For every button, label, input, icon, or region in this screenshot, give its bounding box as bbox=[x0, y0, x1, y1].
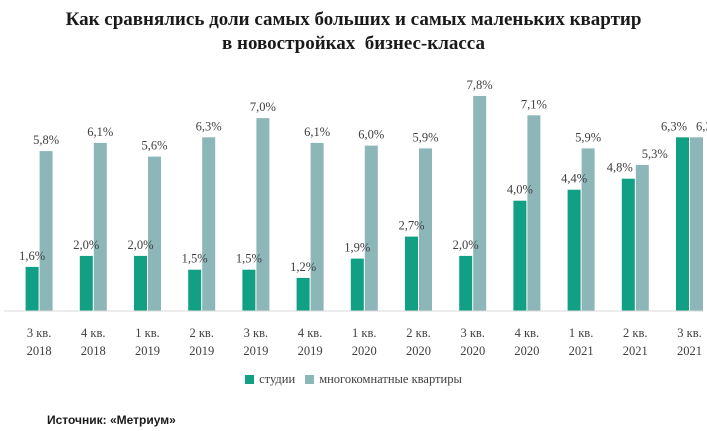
category-label-0-1: 2018 bbox=[27, 344, 52, 358]
category-label-12-1: 2021 bbox=[677, 344, 702, 358]
legend-item-studios: студии bbox=[245, 372, 295, 387]
label-studios-11: 4,8% bbox=[607, 161, 633, 175]
category-label-5-1: 2019 bbox=[298, 344, 323, 358]
bars-layer bbox=[25, 96, 703, 311]
category-label-4-1: 2019 bbox=[243, 344, 268, 358]
label-multiroom-12: 6,3% bbox=[696, 119, 707, 133]
legend-label-multiroom: многокомнатные квартиры bbox=[319, 372, 462, 386]
category-label-9-1: 2020 bbox=[514, 344, 539, 358]
category-label-3-0: 2 кв. bbox=[189, 326, 213, 340]
bar-chart: 1,6% 5,8% 3 кв. 2018 2,0% 6,1% 4 кв. 2018 2,0% 5,… bbox=[4, 78, 707, 358]
bar-multiroom-4 bbox=[256, 118, 270, 311]
legend-label-studios: студии bbox=[259, 372, 296, 386]
bar-multiroom-3 bbox=[202, 137, 216, 311]
category-label-7-1: 2020 bbox=[406, 344, 431, 358]
legend-swatch-multiroom bbox=[305, 375, 315, 384]
label-studios-10: 4,4% bbox=[561, 172, 587, 186]
category-label-10-0: 1 кв. bbox=[569, 326, 593, 340]
label-studios-5: 1,2% bbox=[290, 260, 316, 274]
category-label-1-0: 4 кв. bbox=[81, 326, 105, 340]
label-multiroom-10: 5,9% bbox=[575, 130, 601, 144]
bar-studios-1 bbox=[79, 255, 93, 311]
label-studios-12: 6,3% bbox=[661, 119, 687, 133]
category-label-2-1: 2019 bbox=[135, 344, 160, 358]
bar-studios-6 bbox=[350, 258, 364, 311]
bar-studios-0 bbox=[25, 266, 39, 311]
label-studios-3: 1,5% bbox=[182, 252, 208, 266]
bar-multiroom-2 bbox=[148, 156, 161, 311]
label-multiroom-9: 7,1% bbox=[521, 97, 547, 111]
bar-studios-8 bbox=[459, 255, 473, 311]
label-studios-0: 1,6% bbox=[19, 249, 45, 263]
label-multiroom-3: 6,3% bbox=[196, 119, 222, 133]
bar-multiroom-11 bbox=[635, 164, 649, 311]
bar-studios-7 bbox=[405, 236, 418, 311]
bar-multiroom-10 bbox=[581, 148, 595, 311]
chart-title-line-2: в новостройках бизнес-класса bbox=[222, 33, 485, 54]
label-studios-4: 1,5% bbox=[236, 252, 262, 266]
chart-title: Как сравнялись доли самых больших и самы… bbox=[0, 8, 707, 56]
bar-studios-4 bbox=[242, 269, 256, 311]
bar-studios-3 bbox=[188, 269, 202, 311]
label-studios-7: 2,7% bbox=[398, 219, 424, 233]
category-label-4-0: 3 кв. bbox=[244, 326, 268, 340]
category-label-8-0: 3 кв. bbox=[460, 326, 484, 340]
category-label-8-1: 2020 bbox=[460, 344, 485, 358]
category-label-12-0: 3 кв. bbox=[677, 326, 701, 340]
label-multiroom-11: 5,3% bbox=[642, 147, 668, 161]
category-label-0-0: 3 кв. bbox=[27, 326, 51, 340]
bar-studios-12 bbox=[676, 137, 689, 311]
bar-studios-9 bbox=[513, 200, 527, 311]
labels-layer: 1,6% 5,8% 3 кв. 2018 2,0% 6,1% 4 кв. 2018 2,0% 5,… bbox=[19, 78, 707, 358]
label-studios-9: 4,0% bbox=[507, 183, 533, 197]
label-studios-2: 2,0% bbox=[127, 238, 153, 252]
category-label-7-0: 2 кв. bbox=[406, 326, 430, 340]
label-multiroom-6: 6,0% bbox=[358, 128, 384, 142]
label-multiroom-1: 6,1% bbox=[87, 125, 113, 139]
category-label-9-0: 4 кв. bbox=[515, 326, 539, 340]
label-multiroom-0: 5,8% bbox=[33, 133, 59, 147]
category-label-11-0: 2 кв. bbox=[623, 326, 647, 340]
bar-studios-11 bbox=[621, 178, 635, 311]
bar-multiroom-12 bbox=[690, 137, 703, 311]
bar-multiroom-7 bbox=[419, 148, 432, 311]
bar-multiroom-0 bbox=[39, 151, 53, 311]
bar-multiroom-8 bbox=[473, 96, 487, 311]
legend-swatch-studios bbox=[245, 375, 255, 384]
category-label-6-1: 2020 bbox=[352, 344, 377, 358]
bar-studios-5 bbox=[296, 277, 310, 311]
bar-studios-10 bbox=[567, 189, 581, 311]
category-label-11-1: 2021 bbox=[623, 344, 648, 358]
label-multiroom-4: 7,0% bbox=[250, 100, 276, 114]
label-multiroom-2: 5,6% bbox=[141, 139, 167, 153]
source-note: Источник: «Метриум» bbox=[47, 413, 176, 427]
category-label-5-0: 4 кв. bbox=[298, 326, 322, 340]
label-studios-1: 2,0% bbox=[73, 238, 99, 252]
bar-multiroom-1 bbox=[93, 142, 107, 311]
label-studios-8: 2,0% bbox=[453, 238, 479, 252]
category-label-6-0: 1 кв. bbox=[352, 326, 376, 340]
category-label-10-1: 2021 bbox=[569, 344, 594, 358]
label-multiroom-8: 7,8% bbox=[467, 78, 493, 92]
bar-multiroom-6 bbox=[364, 145, 378, 311]
legend-item-multiroom: многокомнатные квартиры bbox=[305, 372, 462, 387]
bar-studios-2 bbox=[134, 255, 147, 311]
category-label-2-0: 1 кв. bbox=[135, 326, 159, 340]
label-multiroom-7: 5,9% bbox=[412, 130, 438, 144]
bar-multiroom-9 bbox=[527, 115, 541, 311]
label-multiroom-5: 6,1% bbox=[304, 125, 330, 139]
chart-legend: студии многокомнатные квартиры bbox=[0, 372, 707, 387]
chart-title-line-1: Как сравнялись доли самых больших и самы… bbox=[65, 9, 642, 30]
label-studios-6: 1,9% bbox=[344, 241, 370, 255]
bar-multiroom-5 bbox=[310, 142, 324, 311]
category-label-3-1: 2019 bbox=[189, 344, 214, 358]
category-label-1-1: 2018 bbox=[81, 344, 106, 358]
